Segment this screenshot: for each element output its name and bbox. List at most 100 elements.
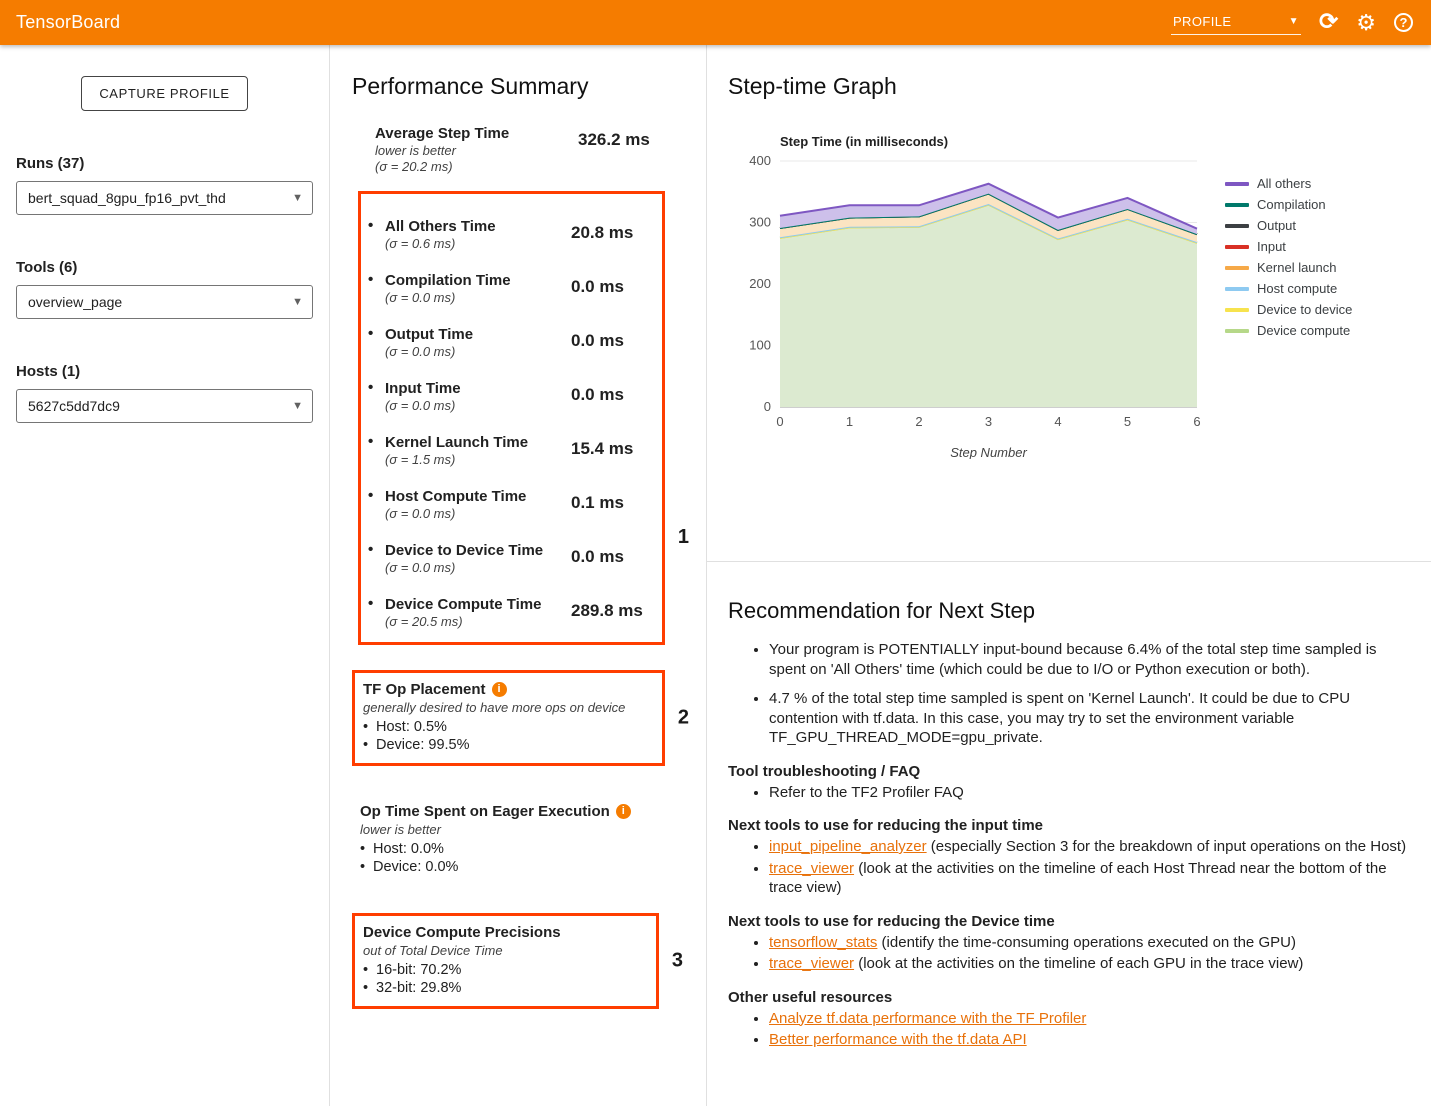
annotation-box-2: 2 TF Op Placement i generally desired to… [352, 670, 665, 766]
bullet-icon: • [368, 595, 385, 630]
metric-name: Host Compute Time [385, 487, 571, 506]
step-time-graph-section: Step-time Graph Step Time (in millisecon… [707, 73, 1431, 562]
svg-text:400: 400 [749, 153, 771, 168]
step-time-chart: 01002003004000123456Step Number [740, 149, 1210, 459]
metric-sigma: (σ = 0.6 ms) [385, 236, 571, 252]
annotation-box-3: 3 Device Compute Precisions out of Total… [352, 913, 659, 1009]
svg-text:Step Number: Step Number [950, 445, 1027, 459]
recommendation-title: Recommendation for Next Step [728, 598, 1407, 624]
metric-name: Input Time [385, 379, 571, 398]
tools-select[interactable]: overview_page ▼ [16, 285, 313, 319]
tf-op-placement-device: Device: 99.5% [363, 736, 654, 754]
metric-sigma: (σ = 0.0 ms) [385, 560, 571, 576]
metric-name: Device to Device Time [385, 541, 571, 560]
capture-profile-button[interactable]: CAPTURE PROFILE [81, 76, 247, 111]
bullet-icon: • [368, 433, 385, 468]
rec-section-heading: Tool troubleshooting / FAQ [728, 763, 1407, 780]
runs-label: Runs (37) [16, 155, 313, 172]
eager-device: Device: 0.0% [360, 858, 698, 876]
legend-item: Device to device [1225, 299, 1352, 320]
tfdata-performance-link[interactable]: Analyze tf.data performance with the TF … [769, 1010, 1086, 1027]
input-pipeline-analyzer-link[interactable]: input_pipeline_analyzer [769, 838, 927, 855]
tf-op-placement-note: generally desired to have more ops on de… [363, 699, 654, 716]
metric-value: 20.8 ms [571, 217, 633, 252]
dashboard-select[interactable]: PROFILE ▼ [1171, 10, 1301, 35]
rec-item: input_pipeline_analyzer (especially Sect… [769, 837, 1407, 857]
metric-value: 15.4 ms [571, 433, 633, 468]
legend-label: All others [1257, 176, 1311, 191]
bullet-icon: • [368, 271, 385, 306]
performance-summary-title: Performance Summary [352, 73, 706, 100]
settings-icon[interactable]: ⚙ [1356, 10, 1376, 36]
trace-viewer-link[interactable]: trace_viewer [769, 860, 854, 877]
legend-label: Host compute [1257, 281, 1337, 296]
svg-text:100: 100 [749, 338, 771, 353]
hosts-label: Hosts (1) [16, 363, 313, 380]
annotation-box-1: 1 • All Others Time (σ = 0.6 ms) 20.8 ms… [358, 191, 665, 645]
svg-text:200: 200 [749, 276, 771, 291]
hosts-select-value: 5627c5dd7dc9 [28, 398, 120, 414]
rec-item: Analyze tf.data performance with the TF … [769, 1009, 1407, 1029]
metric-sigma: (σ = 0.0 ms) [385, 344, 571, 360]
help-icon[interactable]: ? [1394, 13, 1413, 32]
legend-label: Kernel launch [1257, 260, 1337, 275]
rec-item: tensorflow_stats (identify the time-cons… [769, 933, 1407, 953]
metric-name: Device Compute Time [385, 595, 571, 614]
runs-select-value: bert_squad_8gpu_fp16_pvt_thd [28, 190, 226, 206]
average-step-time-row: Average Step Time lower is better (σ = 2… [375, 124, 706, 175]
rec-item-text: (identify the time-consuming operations … [877, 934, 1296, 951]
rec-item: trace_viewer (look at the activities on … [769, 859, 1407, 898]
legend-label: Input [1257, 239, 1286, 254]
metric-row: • All Others Time (σ = 0.6 ms) 20.8 ms [368, 217, 662, 252]
chart-legend: All othersCompilationOutputInputKernel l… [1225, 149, 1352, 459]
legend-label: Device compute [1257, 323, 1350, 338]
svg-text:4: 4 [1054, 414, 1061, 429]
hosts-select[interactable]: 5627c5dd7dc9 ▼ [16, 389, 313, 423]
metric-row: • Input Time (σ = 0.0 ms) 0.0 ms [368, 379, 662, 414]
right-panel: Step-time Graph Step Time (in millisecon… [707, 45, 1431, 1106]
info-icon[interactable]: i [492, 682, 507, 697]
recommendation-section: Recommendation for Next Step Your progra… [707, 598, 1431, 1106]
trace-viewer-link[interactable]: trace_viewer [769, 955, 854, 972]
metric-sigma: (σ = 20.2 ms) [375, 159, 578, 175]
metric-value: 289.8 ms [571, 595, 643, 630]
metric-sigma: (σ = 20.5 ms) [385, 614, 571, 630]
legend-swatch [1225, 308, 1249, 312]
bullet-icon: • [368, 487, 385, 522]
metric-sigma: (σ = 1.5 ms) [385, 452, 571, 468]
tf-op-placement-title: TF Op Placement [363, 680, 486, 699]
metric-row: • Compilation Time (σ = 0.0 ms) 0.0 ms [368, 271, 662, 306]
metric-value: 0.0 ms [571, 541, 624, 576]
metric-name: Average Step Time [375, 124, 578, 143]
eager-title: Op Time Spent on Eager Execution [360, 802, 610, 821]
legend-swatch [1225, 329, 1249, 333]
legend-item: Host compute [1225, 278, 1352, 299]
recommendation-bullet: Your program is POTENTIALLY input-bound … [769, 640, 1407, 679]
rec-item-text: (look at the activities on the timeline … [769, 860, 1387, 897]
chart-title: Step Time (in milliseconds) [780, 134, 1431, 149]
rec-section-heading: Next tools to use for reducing the input… [728, 817, 1407, 834]
annotation-number-2: 2 [678, 707, 689, 730]
tensorflow-stats-link[interactable]: tensorflow_stats [769, 934, 877, 951]
reload-icon[interactable]: ⟳ [1319, 8, 1338, 35]
legend-label: Device to device [1257, 302, 1352, 317]
runs-select[interactable]: bert_squad_8gpu_fp16_pvt_thd ▼ [16, 181, 313, 215]
metric-name: Compilation Time [385, 271, 571, 290]
metric-row: • Output Time (σ = 0.0 ms) 0.0 ms [368, 325, 662, 360]
rec-item-text: (look at the activities on the timeline … [854, 955, 1303, 972]
app-header: TensorBoard PROFILE ▼ ⟳ ⚙ ? [0, 0, 1431, 45]
svg-text:3: 3 [985, 414, 992, 429]
app-title: TensorBoard [16, 12, 120, 33]
bullet-icon: • [368, 379, 385, 414]
tfdata-api-link[interactable]: Better performance with the tf.data API [769, 1031, 1027, 1048]
legend-label: Compilation [1257, 197, 1326, 212]
tools-label: Tools (6) [16, 259, 313, 276]
svg-text:2: 2 [915, 414, 922, 429]
sidebar: CAPTURE PROFILE Runs (37) bert_squad_8gp… [0, 45, 330, 1106]
rec-item: Better performance with the tf.data API [769, 1030, 1407, 1050]
legend-item: Kernel launch [1225, 257, 1352, 278]
metric-row: • Host Compute Time (σ = 0.0 ms) 0.1 ms [368, 487, 662, 522]
info-icon[interactable]: i [616, 804, 631, 819]
bullet-icon: • [368, 541, 385, 576]
legend-swatch [1225, 203, 1249, 207]
